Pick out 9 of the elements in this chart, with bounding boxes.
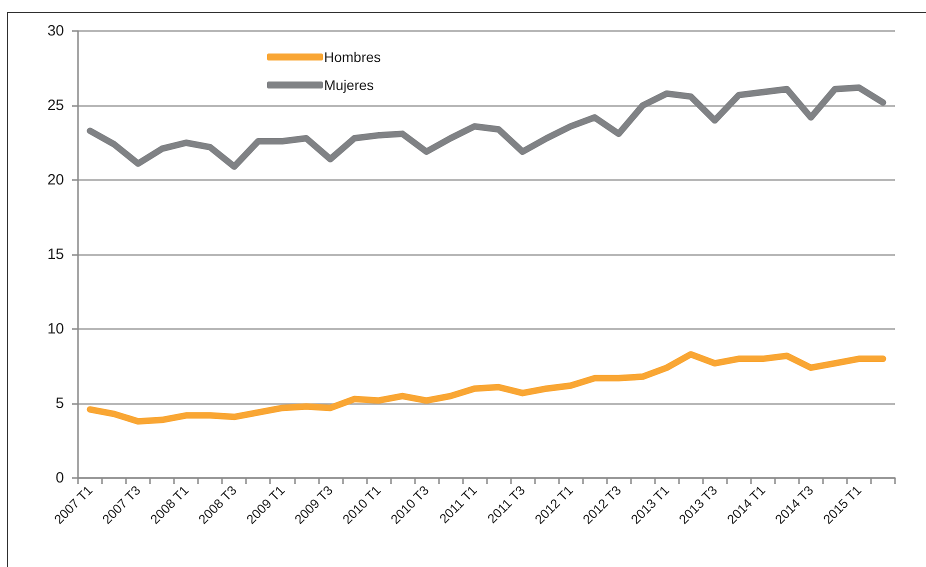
y-tick-label: 20 <box>47 172 64 188</box>
legend-label: Hombres <box>324 49 381 65</box>
y-tick-label: 5 <box>56 395 64 412</box>
legend-label: Mujeres <box>324 77 374 93</box>
y-tick-label: 0 <box>56 470 64 486</box>
y-tick-label: 25 <box>47 97 64 114</box>
y-tick-label: 15 <box>47 246 64 263</box>
y-tick-label: 30 <box>47 22 64 40</box>
y-tick-label: 10 <box>47 320 64 338</box>
